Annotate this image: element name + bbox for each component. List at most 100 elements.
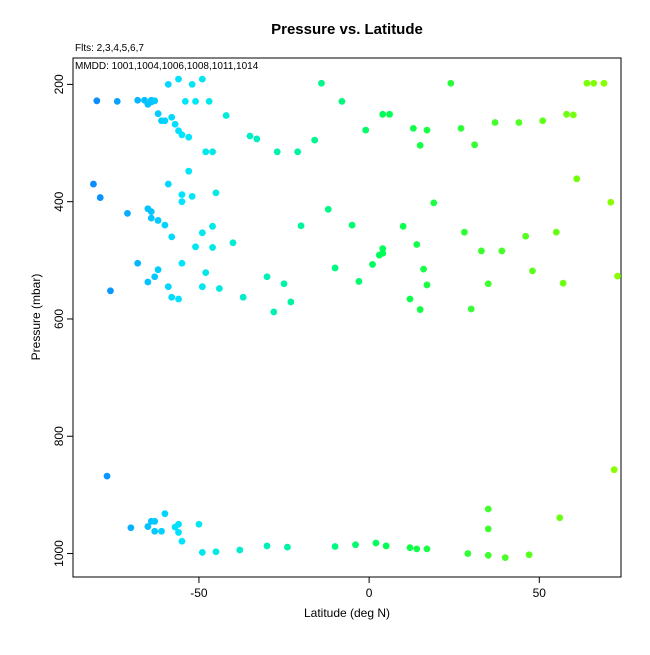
- data-point: [409, 124, 417, 132]
- data-point: [253, 135, 261, 143]
- data-point: [96, 194, 104, 201]
- data-point: [181, 97, 189, 105]
- data-point: [168, 113, 176, 121]
- data-point: [205, 97, 213, 105]
- data-point: [202, 269, 210, 277]
- y-tick-label: 200: [52, 74, 66, 94]
- data-point: [467, 305, 475, 313]
- data-point: [246, 132, 254, 140]
- data-point: [406, 544, 414, 552]
- y-axis-label: Pressure (mbar): [29, 274, 43, 361]
- data-point: [134, 96, 142, 104]
- data-point: [124, 210, 131, 217]
- data-point: [192, 97, 199, 105]
- data-point: [188, 193, 196, 200]
- data-point: [154, 266, 162, 274]
- data-point: [195, 520, 203, 528]
- data-point: [355, 278, 363, 285]
- x-tick-label: 0: [366, 586, 373, 600]
- data-point: [164, 80, 172, 88]
- data-point: [352, 541, 359, 549]
- data-point: [198, 75, 206, 83]
- data-point: [379, 249, 387, 257]
- data-point: [151, 97, 159, 105]
- data-point: [573, 175, 581, 183]
- data-point: [498, 247, 506, 255]
- y-tick-label: 600: [52, 309, 66, 329]
- data-point: [151, 517, 159, 525]
- data-point: [164, 180, 172, 188]
- data-point: [113, 97, 121, 105]
- data-point: [447, 79, 455, 87]
- data-point: [529, 267, 536, 275]
- data-point: [178, 537, 186, 545]
- data-point: [348, 221, 356, 229]
- data-point: [471, 141, 479, 149]
- data-point: [331, 264, 339, 272]
- data-point: [416, 141, 424, 149]
- data-point: [209, 222, 216, 230]
- data-point: [161, 510, 169, 518]
- x-axis-label: Latitude (deg N): [304, 606, 390, 620]
- data-point: [413, 241, 421, 248]
- data-point: [294, 148, 302, 156]
- data-point: [188, 80, 196, 88]
- data-point: [362, 126, 370, 134]
- data-point: [175, 529, 182, 536]
- data-point: [158, 527, 165, 535]
- data-point: [372, 539, 380, 547]
- data-point: [127, 524, 135, 532]
- data-point: [103, 472, 111, 480]
- data-point: [484, 551, 492, 559]
- data-point: [202, 148, 210, 156]
- data-point: [297, 222, 305, 230]
- x-tick-label: 50: [533, 586, 547, 600]
- data-point: [263, 273, 271, 281]
- data-point: [151, 273, 159, 281]
- data-point: [161, 117, 169, 125]
- data-point: [600, 79, 608, 87]
- data-point: [430, 199, 438, 207]
- data-point: [185, 167, 193, 175]
- data-point: [590, 79, 598, 87]
- data-point: [192, 243, 199, 251]
- data-point: [212, 189, 220, 197]
- data-point: [556, 514, 564, 522]
- data-point: [420, 265, 427, 273]
- data-point: [331, 543, 339, 550]
- data-point: [559, 279, 567, 287]
- data-point: [273, 148, 281, 156]
- data-point: [198, 548, 206, 556]
- data-point: [379, 110, 387, 118]
- y-tick-label: 1000: [52, 540, 66, 567]
- data-point: [239, 293, 247, 301]
- data-point: [93, 97, 101, 105]
- data-point: [284, 543, 291, 551]
- chart-title: Pressure vs. Latitude: [271, 21, 423, 38]
- data-point: [614, 272, 621, 280]
- data-point: [318, 79, 325, 87]
- data-point: [147, 214, 155, 222]
- plot-frame: [72, 57, 622, 578]
- data-point: [461, 228, 468, 236]
- y-tick-label: 800: [52, 426, 66, 446]
- data-point: [161, 221, 169, 229]
- data-point: [287, 298, 295, 306]
- data-point: [198, 229, 206, 237]
- data-point: [144, 523, 152, 530]
- y-tick-label: 400: [52, 191, 66, 211]
- data-point: [236, 546, 244, 554]
- data-point: [168, 293, 176, 301]
- data-point: [583, 79, 591, 87]
- data-point: [423, 545, 431, 553]
- x-tick-label: -50: [190, 586, 208, 600]
- data-point: [382, 542, 390, 550]
- data-point: [270, 308, 278, 316]
- data-point: [379, 245, 387, 252]
- data-point: [484, 525, 492, 533]
- data-point: [515, 119, 523, 126]
- data-point: [198, 283, 206, 291]
- data-point: [525, 551, 533, 559]
